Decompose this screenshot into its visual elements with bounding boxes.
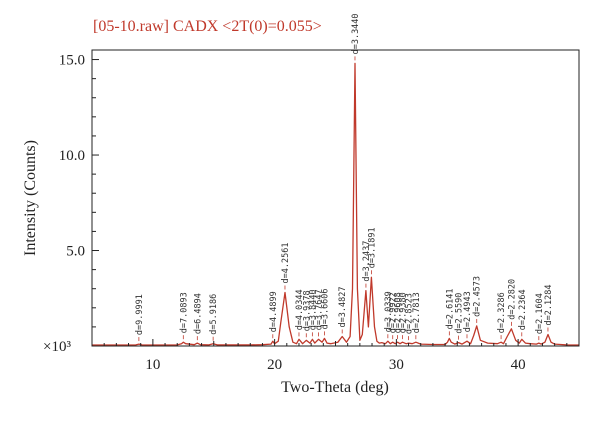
peak-label: d=2.1604: [535, 293, 545, 334]
peak-label: d=3.9378: [302, 290, 312, 331]
y-unit-label: ×10³: [43, 339, 71, 355]
peak-label: d=2.5590: [455, 293, 465, 334]
peak-label: d=2.9380: [399, 292, 409, 333]
peak-labels: d=9.9991 d=7.0893 d=6.4894 d=5.9186 d=4.4899…: [135, 13, 554, 342]
peak-label: d=2.8523: [405, 293, 415, 334]
y-axis-label: Intensity (Counts): [22, 140, 39, 256]
y-tick-label: 15.0: [59, 53, 85, 69]
peak-label: d=4.2561: [281, 243, 291, 284]
peak-label: d=5.9186: [209, 294, 219, 335]
x-tick-label: 10: [145, 357, 160, 373]
peak-label: d=7.0893: [179, 292, 189, 333]
peak-label: d=4.0344: [295, 289, 305, 330]
peak-label: d=2.2820: [507, 279, 517, 320]
x-axis: 10 20 30 40: [91, 339, 580, 373]
peak-label: d=3.1891: [367, 227, 377, 268]
y-axis: 5.0 10.0 15.0: [59, 53, 99, 328]
peak-label: d=3.8440: [308, 289, 318, 330]
x-axis-label: Two-Theta (deg): [281, 379, 389, 396]
x-tick-label: 40: [511, 357, 526, 373]
peak-label: d=3.3440: [351, 13, 361, 54]
peak-label: d=2.3286: [497, 292, 507, 333]
peak-label: d=2.9608: [394, 292, 404, 333]
peak-label: d=2.4573: [473, 276, 483, 317]
series-line: [92, 62, 580, 346]
peak-label: d=4.4899: [269, 291, 279, 332]
peak-label: d=2.4943: [463, 291, 473, 332]
x-tick-label: 20: [267, 357, 282, 373]
y-tick-label: 5.0: [66, 244, 85, 260]
peak-label: d=2.9922: [389, 292, 399, 333]
y-tick-label: 10.0: [59, 148, 85, 164]
peak-label: d=6.4894: [193, 293, 203, 334]
peak-label: d=2.6141: [445, 288, 455, 329]
peak-label: d=9.9991: [135, 294, 145, 335]
peak-label: d=2.7813: [412, 292, 422, 333]
peak-label: d=3.2437: [362, 241, 372, 282]
peak-label: d=2.2364: [518, 289, 528, 330]
x-tick-label: 30: [389, 357, 404, 373]
chart-title: [05-10.raw] CADX <2T(0)=0.055>: [93, 18, 322, 35]
peak-label: d=3.6606: [321, 288, 331, 329]
peak-label: d=3.4827: [338, 287, 348, 328]
peak-label: d=3.7647: [315, 289, 325, 330]
peak-label: d=2.1284: [544, 285, 554, 326]
peak-label: d=3.0339: [384, 291, 394, 332]
